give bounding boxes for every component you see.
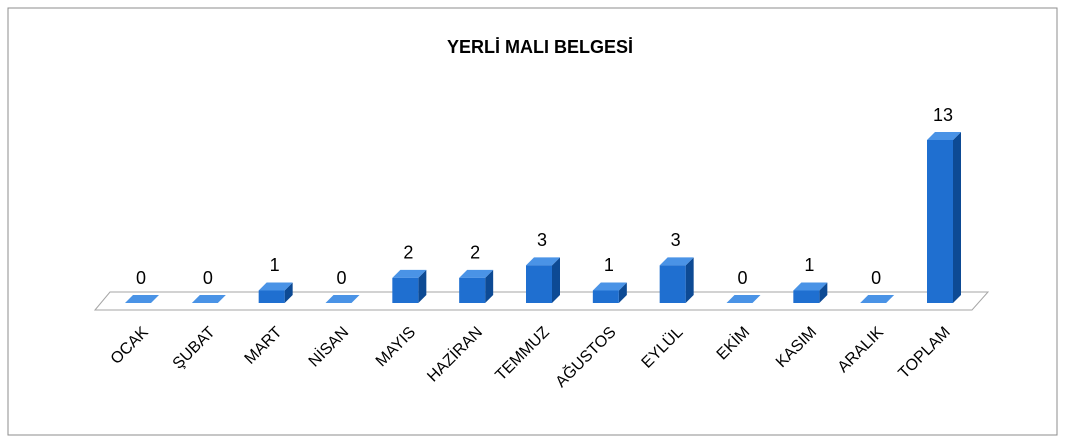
bar-front	[927, 140, 953, 303]
bar	[860, 295, 895, 303]
data-label: 2	[470, 243, 480, 263]
bar	[793, 282, 828, 303]
bar-front	[659, 265, 686, 303]
bar-top	[659, 257, 694, 266]
bar-front	[793, 290, 820, 303]
bar-side	[552, 257, 560, 303]
bar-side	[485, 269, 494, 303]
data-label: 0	[737, 268, 747, 288]
bar-top	[459, 269, 494, 278]
bar	[526, 257, 560, 303]
data-label: 0	[871, 268, 881, 288]
bar-top	[325, 295, 360, 303]
bar	[592, 282, 627, 303]
bar	[125, 295, 159, 303]
bar	[325, 295, 360, 303]
data-label: 0	[203, 268, 213, 288]
bar	[392, 269, 427, 303]
bar-top	[927, 132, 961, 140]
data-label: 1	[270, 255, 280, 275]
bar-side	[284, 282, 293, 303]
bar-top	[125, 295, 159, 303]
bar-side	[418, 269, 427, 303]
bar	[258, 282, 293, 303]
bar-front	[459, 277, 486, 303]
data-label: 1	[804, 255, 814, 275]
bar-top	[258, 282, 293, 291]
bar-front	[592, 290, 619, 303]
bar	[191, 295, 226, 303]
bar	[927, 132, 961, 303]
bar-top	[392, 269, 427, 278]
chart-border	[7, 7, 1058, 436]
bar-top	[526, 257, 560, 266]
chart-title: YERLİ MALI BELGESİ	[447, 37, 633, 57]
bar-top	[592, 282, 627, 291]
bar-top	[726, 295, 761, 303]
bar-side	[819, 282, 828, 303]
data-label: 0	[336, 268, 346, 288]
data-label: 0	[136, 268, 146, 288]
bar-top	[793, 282, 828, 291]
bar-front	[526, 265, 552, 303]
data-label: 3	[671, 230, 681, 250]
bar-front	[258, 290, 285, 303]
bar-side	[953, 132, 961, 303]
bar	[459, 269, 494, 303]
bar-front	[392, 277, 419, 303]
data-label: 3	[537, 230, 547, 250]
bar-side	[618, 282, 627, 303]
bar-side	[685, 257, 694, 303]
data-label: 2	[403, 243, 413, 263]
bar	[659, 257, 694, 303]
data-label: 1	[604, 255, 614, 275]
bar	[726, 295, 761, 303]
bar-top	[860, 295, 895, 303]
data-label: 13	[933, 105, 953, 125]
bar-top	[191, 295, 226, 303]
